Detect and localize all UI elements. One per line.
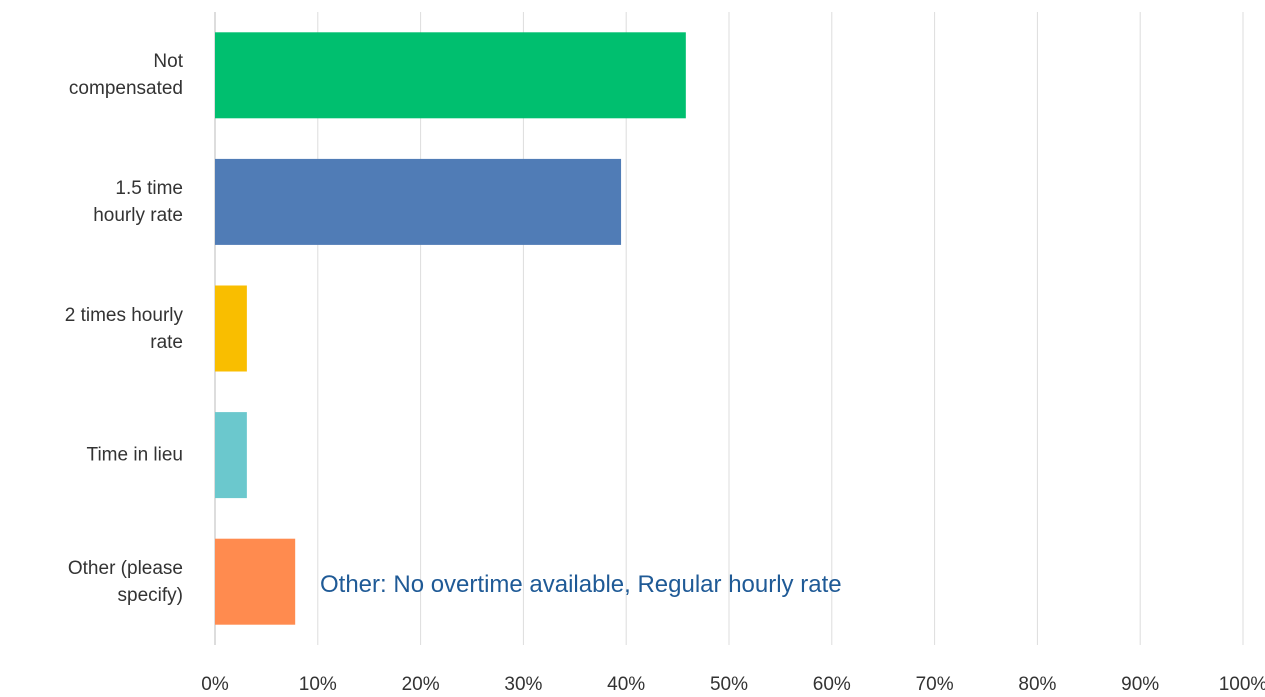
y-tick-label: Time in lieu (86, 444, 183, 466)
y-tick-label: 1.5 time hourly rate (93, 177, 183, 226)
x-tick-label: 60% (813, 674, 851, 695)
x-tick-label: 80% (1018, 674, 1056, 695)
bar (215, 158, 622, 245)
x-tick-label: 90% (1121, 674, 1159, 695)
y-tick-label: Not compensated (68, 51, 183, 100)
x-tick-label: 0% (201, 674, 229, 695)
y-tick-label: 2 times hourly rate (64, 304, 183, 353)
bar (215, 32, 686, 119)
y-tick-label: Other (please specify) (67, 557, 183, 606)
x-tick-label: 100% (1219, 674, 1265, 695)
x-tick-label: 30% (504, 674, 542, 695)
x-tick-label: 20% (402, 674, 440, 695)
bar (215, 538, 296, 625)
bar (215, 285, 247, 372)
x-tick-label: 40% (607, 674, 645, 695)
annotation: Other: No overtime available, Regular ho… (320, 571, 842, 598)
bar (215, 412, 247, 499)
x-tick-label: 10% (299, 674, 337, 695)
x-tick-label: 50% (710, 674, 748, 695)
x-tick-label: 70% (916, 674, 954, 695)
